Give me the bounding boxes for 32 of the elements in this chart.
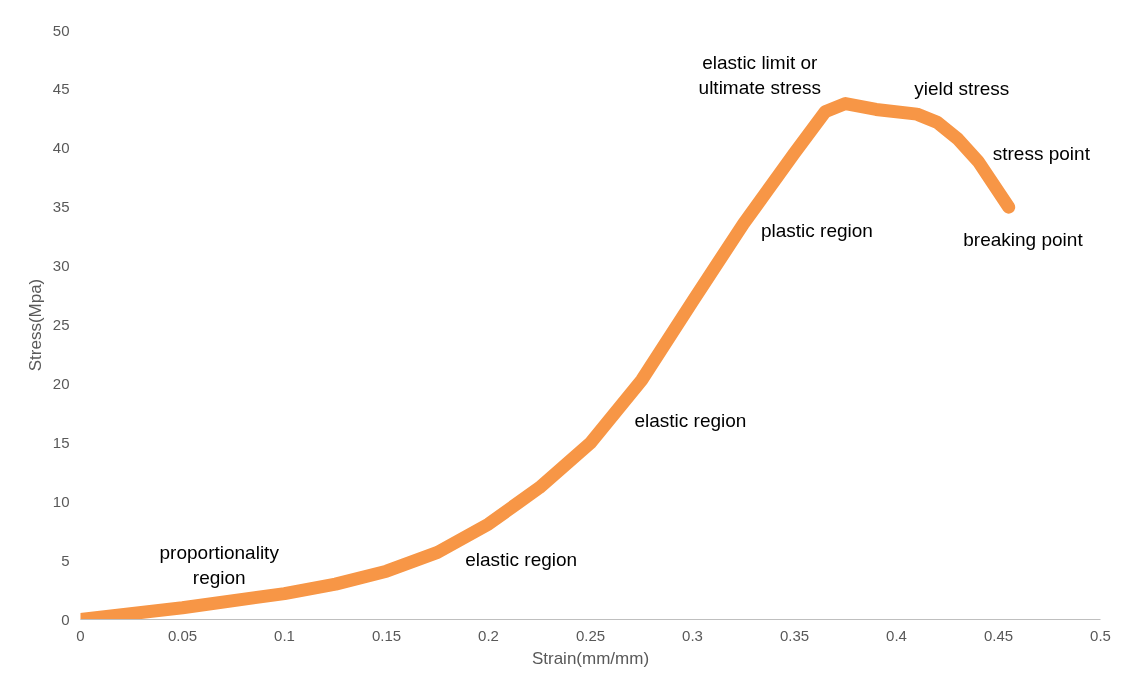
y-tick-label: 25 bbox=[52, 316, 70, 333]
annotation: stress point bbox=[992, 142, 1091, 164]
x-tick-label: 0.4 bbox=[886, 626, 907, 644]
x-tick-label: 0.35 bbox=[779, 626, 810, 644]
annotation: proportionality region bbox=[159, 542, 280, 589]
y-axis-title: Stress(Mpa) bbox=[25, 278, 45, 372]
annotation: elastic region bbox=[634, 409, 747, 431]
y-tick-label: 20 bbox=[52, 374, 70, 392]
x-tick-label: 0.1 bbox=[274, 626, 295, 644]
x-tick-label: 0 bbox=[76, 626, 85, 644]
x-tick-label: 0.3 bbox=[682, 626, 703, 644]
annotation: yield stress bbox=[914, 77, 1010, 99]
annotation: elastic limit or ultimate stress bbox=[698, 52, 822, 99]
y-tick-label: 15 bbox=[52, 433, 70, 451]
y-tick-label: 50 bbox=[52, 21, 70, 39]
annotation: elastic region bbox=[465, 548, 578, 570]
y-tick-label: 10 bbox=[52, 492, 70, 510]
y-tick-label: 0 bbox=[61, 610, 70, 628]
x-tick-label: 0.2 bbox=[478, 626, 499, 644]
annotation: plastic region bbox=[760, 220, 873, 242]
y-tick-label: 35 bbox=[52, 198, 70, 216]
y-tick-label: 30 bbox=[52, 257, 70, 275]
x-tick-label: 0.5 bbox=[1090, 626, 1111, 644]
annotation: breaking point bbox=[963, 228, 1084, 250]
x-tick-label: 0.05 bbox=[167, 626, 198, 644]
y-tick-label: 45 bbox=[52, 80, 70, 98]
y-tick-label: 5 bbox=[61, 551, 70, 569]
x-axis-title: Strain(mm/mm) bbox=[531, 648, 650, 668]
x-tick-label: 0.45 bbox=[983, 626, 1014, 644]
x-tick-label: 0.25 bbox=[575, 626, 606, 644]
y-tick-label: 40 bbox=[52, 139, 70, 157]
x-tick-label: 0.15 bbox=[371, 626, 402, 644]
